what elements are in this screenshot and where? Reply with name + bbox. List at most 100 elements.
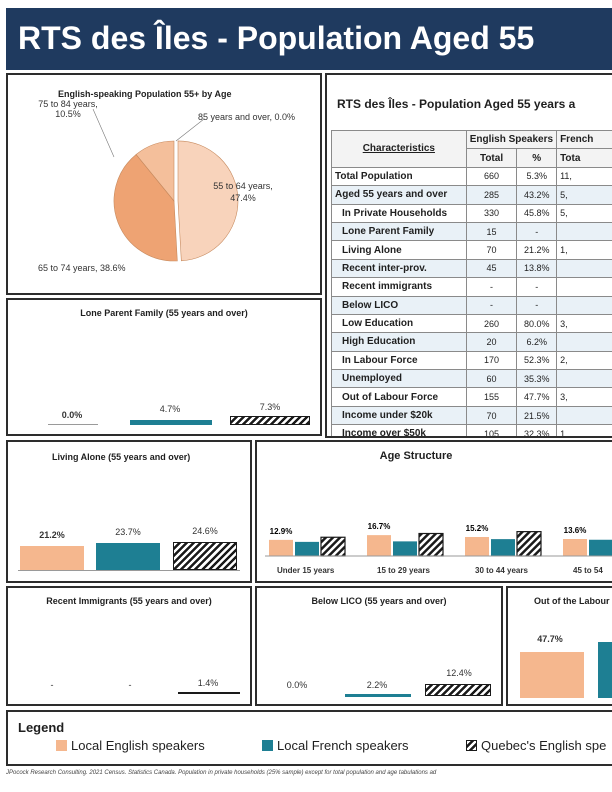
table-cell-total: 170: [465, 350, 518, 371]
legend-french-label: Local French speakers: [277, 738, 409, 753]
table-cell-total: 330: [465, 203, 518, 223]
legend-item-french: Local French speakers: [262, 738, 409, 753]
table-cell-pct: 45.8%: [516, 203, 558, 223]
pie-chart: [92, 108, 239, 262]
age-bar-fr: [589, 539, 612, 556]
below-lico-eng-value: 0.0%: [286, 680, 308, 690]
table-row: Out of Labour Force 155 47.7% 3,: [331, 387, 612, 407]
lone-parent-qc-bar: [230, 416, 310, 425]
age-value-label: 13.6%: [564, 526, 587, 535]
lone-parent-title: Lone Parent Family (55 years and over): [80, 308, 248, 318]
table-cell-total: 285: [465, 185, 518, 205]
table-cell-pct: 6.2%: [516, 332, 558, 352]
table-cell-pct: 43.2%: [516, 185, 558, 205]
living-alone-title: Living Alone (55 years and over): [52, 452, 191, 462]
table-cell-total: 20: [465, 332, 518, 352]
table-cell-characteristic: Unemployed: [331, 369, 467, 389]
table-cell-total: 15: [465, 221, 518, 242]
table-cell-pct: -: [516, 221, 558, 242]
table-cell-total: 45: [465, 258, 518, 279]
legend-french-swatch: [262, 740, 273, 751]
age-bar-qc: [418, 532, 444, 557]
table-cell-pct: 35.3%: [516, 369, 558, 389]
recent-immigrants-fr-value: -: [128, 680, 132, 690]
age-bar-qc: [320, 536, 346, 557]
table-cell-pct: 21.5%: [516, 405, 558, 426]
table-cell-total: 105: [465, 424, 518, 436]
table-cell-characteristic: Low Education: [331, 313, 467, 334]
lone-parent-panel: Lone Parent Family (55 years and over) 0…: [6, 298, 322, 436]
below-lico-qc-value: 12.4%: [446, 668, 472, 678]
out-labour-eng-bar: [520, 652, 584, 698]
age-label-45-54: 45 to 54: [573, 566, 603, 575]
table-body: Total Population 660 5.3% 11, Aged 55 years …: [331, 166, 612, 436]
pie-label-65-74: 65 to 74 years, 38.6%: [38, 263, 126, 273]
header-french: French: [556, 129, 612, 150]
table-row: Lone Parent Family 15-: [331, 221, 612, 242]
table-cell-french: 3,: [556, 387, 612, 407]
table-cell-characteristic: In Private Households: [331, 203, 467, 223]
pie-label-55-64: 55 to 64 years, 47.4%: [213, 181, 273, 203]
table-cell-characteristic: Out of Labour Force: [331, 387, 467, 407]
table-cell-characteristic: Living Alone: [331, 240, 467, 260]
legend-item-english: Local English speakers: [56, 738, 205, 753]
lone-parent-qc-value: 7.3%: [259, 402, 281, 412]
legend-title: Legend: [18, 720, 65, 735]
stats-table: Characteristics English Speakers French …: [331, 129, 612, 436]
table-title: RTS des Îles - Population Aged 55 years …: [337, 97, 576, 111]
table-cell-total: 260: [465, 313, 518, 334]
table-row: High Education 20 6.2%: [331, 332, 612, 352]
recent-immigrants-panel: Recent Immigrants (55 years and over) - …: [6, 586, 252, 706]
table-row: In Private Households 330 45.8% 5,: [331, 203, 612, 223]
lone-parent-eng-baseline: [48, 424, 98, 425]
table-row: Aged 55 years and over 285 43.2% 5,: [331, 185, 612, 205]
legend-quebec-swatch: [466, 740, 477, 751]
table-cell-french: 11,: [556, 166, 612, 187]
pie-slice-65-74: [113, 154, 178, 262]
table-cell-characteristic: High Education: [331, 332, 467, 352]
age-value-label: 16.7%: [368, 522, 391, 531]
legend-quebec-label: Quebec's English spe: [481, 738, 607, 753]
below-lico-fr-value: 2.2%: [366, 680, 388, 690]
table-cell-pct: -: [516, 295, 558, 315]
pie-slice-55-64: [177, 140, 239, 262]
table-row: Total Population 660 5.3% 11,: [331, 166, 612, 187]
pie-label-75-84: 75 to 84 years, 10.5%: [38, 99, 98, 119]
table-cell-characteristic: Recent immigrants: [331, 277, 467, 297]
out-labour-fr-bar: [598, 642, 612, 698]
out-labour-eng-value: 47.7%: [537, 634, 563, 644]
table-cell-characteristic: Income over $50k: [331, 424, 467, 436]
table-cell-total: -: [465, 295, 518, 315]
living-alone-fr-value: 23.7%: [115, 527, 141, 537]
table-cell-characteristic: Lone Parent Family: [331, 221, 467, 242]
subheader-fr-total: Tota: [556, 148, 612, 168]
table-cell-pct: 32.3%: [516, 424, 558, 436]
table-cell-pct: 47.7%: [516, 387, 558, 407]
table-cell-total: 70: [465, 240, 518, 260]
age-bar-fr: [393, 541, 417, 556]
table-cell-pct: 21.2%: [516, 240, 558, 260]
table-cell-french: 5,: [556, 203, 612, 223]
age-value-label: 15.2%: [466, 524, 489, 533]
stats-table-panel: RTS des Îles - Population Aged 55 years …: [325, 73, 612, 438]
age-bar-eng: [465, 537, 489, 556]
age-bar-fr: [491, 539, 515, 556]
pie-chart-title: English-speaking Population 55+ by Age: [58, 89, 232, 99]
legend-english-swatch: [56, 740, 67, 751]
recent-immigrants-title: Recent Immigrants (55 years and over): [46, 596, 212, 606]
table-cell-french: 3,: [556, 313, 612, 334]
below-lico-qc-bar: [425, 684, 491, 696]
below-lico-fr-bar: [345, 694, 411, 697]
header-english-speakers: English Speakers: [465, 129, 558, 150]
pie-slice-75-84: [135, 140, 175, 202]
living-alone-qc-value: 24.6%: [192, 526, 218, 536]
table-cell-total: 155: [465, 387, 518, 407]
living-alone-eng-value: 21.2%: [39, 530, 65, 540]
table-cell-french: [556, 332, 612, 352]
recent-immigrants-qc-value: 1.4%: [197, 678, 219, 688]
out-labour-panel: Out of the Labour 47.7%: [506, 586, 612, 706]
legend-panel: [6, 710, 612, 766]
age-bar-eng: [563, 539, 587, 556]
living-alone-baseline: [18, 570, 240, 571]
living-alone-qc-bar: [173, 542, 237, 570]
